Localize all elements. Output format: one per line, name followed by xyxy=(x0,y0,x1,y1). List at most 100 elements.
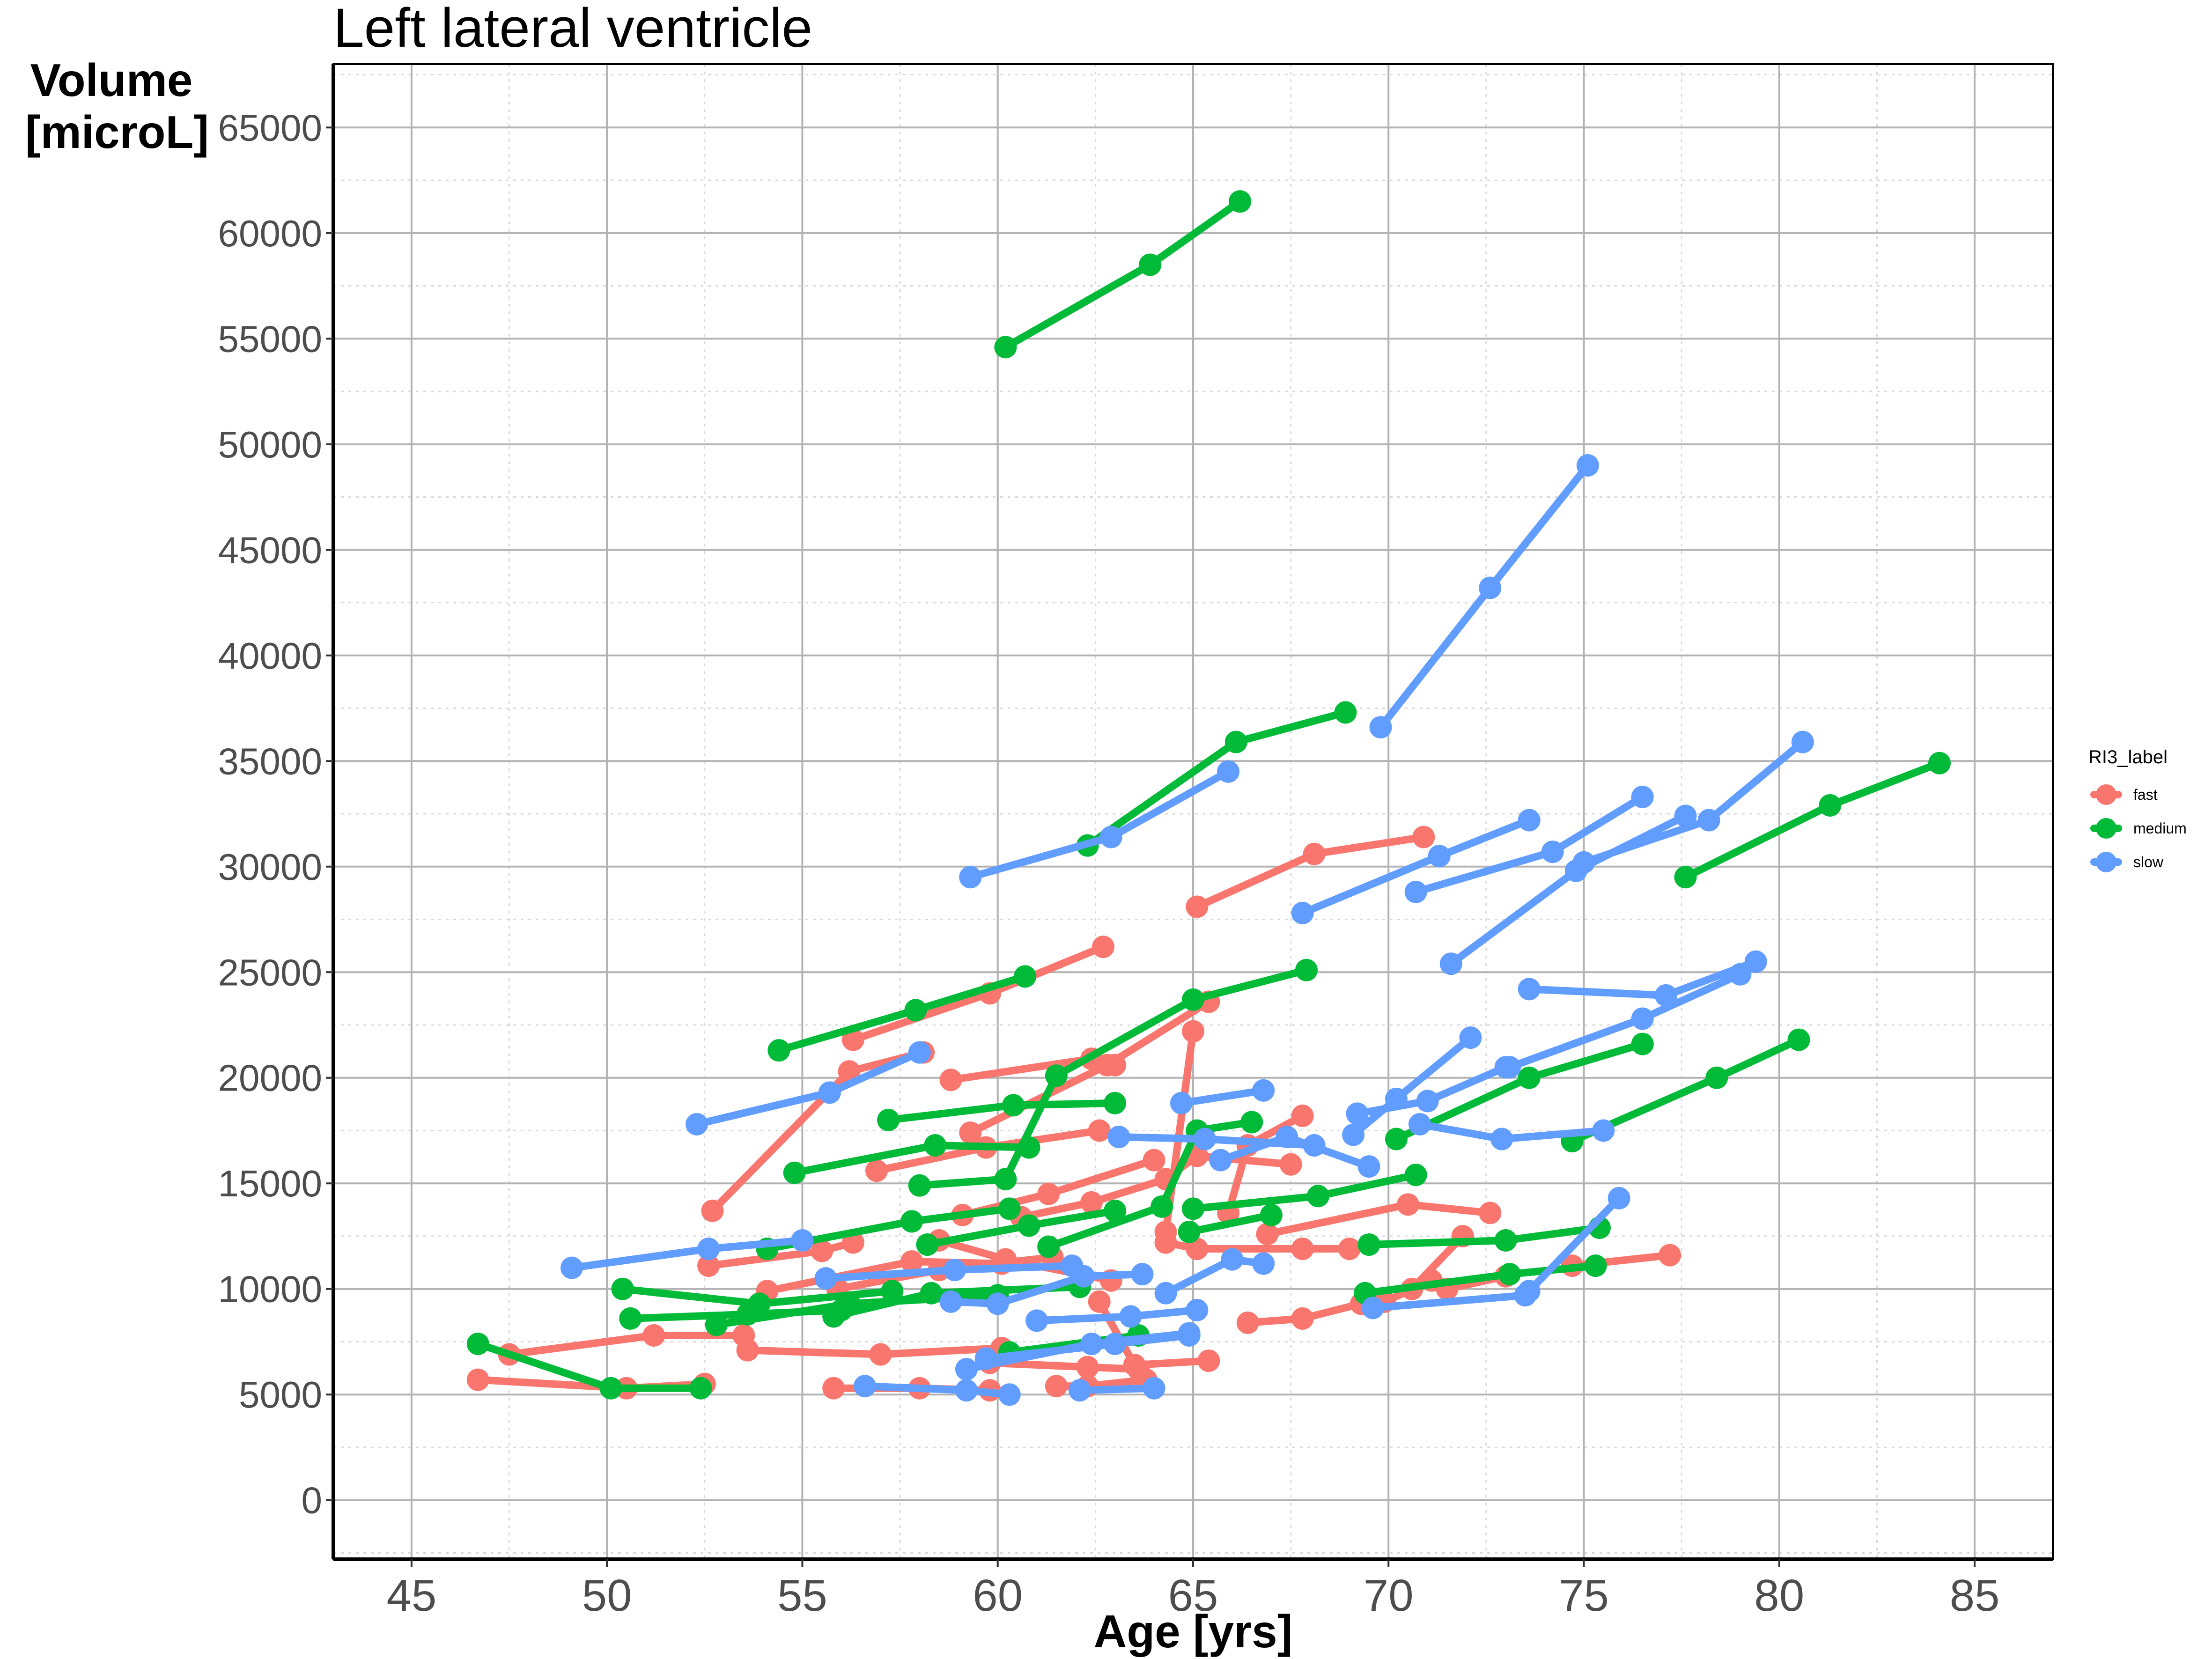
y-tick-label: 30000 xyxy=(218,846,322,888)
data-point xyxy=(1104,1199,1127,1222)
data-point xyxy=(1014,965,1037,988)
data-point xyxy=(1107,1126,1130,1149)
data-point xyxy=(994,336,1017,359)
data-point xyxy=(1307,1185,1330,1208)
data-point xyxy=(916,1233,939,1256)
x-tick-label: 55 xyxy=(777,1571,827,1621)
series-slow-49 xyxy=(560,1229,814,1279)
data-point xyxy=(466,1368,489,1391)
data-point xyxy=(767,1039,790,1062)
data-point xyxy=(1291,1307,1314,1330)
data-point xyxy=(1236,1311,1259,1334)
series-lines xyxy=(466,190,1951,1406)
data-point xyxy=(1045,1375,1068,1398)
data-point xyxy=(1104,1332,1127,1355)
series-slow-58 xyxy=(1068,1377,1165,1402)
data-point xyxy=(1576,454,1599,477)
data-point xyxy=(1072,1265,1095,1288)
data-point xyxy=(1385,1128,1408,1150)
data-point xyxy=(822,1305,845,1328)
data-point xyxy=(900,1250,923,1273)
data-point xyxy=(1631,1032,1654,1055)
data-point xyxy=(865,1159,888,1182)
data-point xyxy=(998,1383,1021,1406)
y-tick-label: 65000 xyxy=(218,107,322,148)
data-point xyxy=(1408,1113,1431,1135)
series-medium-41 xyxy=(1076,701,1357,857)
series-slow-51 xyxy=(814,1254,1084,1290)
data-point xyxy=(1096,1054,1119,1077)
data-point xyxy=(1592,1119,1615,1142)
data-point xyxy=(841,1028,864,1051)
series-slow-57 xyxy=(1025,1298,1209,1332)
series-slow-65 xyxy=(1342,1026,1482,1146)
data-point xyxy=(1143,1149,1165,1172)
data-point xyxy=(994,1168,1017,1191)
data-point xyxy=(1369,716,1392,739)
data-point xyxy=(1397,1193,1419,1216)
data-point xyxy=(1209,1149,1232,1172)
y-tick-label: 0 xyxy=(302,1480,323,1521)
data-point xyxy=(1256,1223,1279,1246)
x-tick-label: 80 xyxy=(1754,1571,1804,1621)
legend-title: RI3_label xyxy=(2088,747,2168,767)
data-point xyxy=(1252,1252,1275,1275)
data-point xyxy=(939,1069,962,1091)
x-tick-label: 70 xyxy=(1364,1571,1414,1621)
data-point xyxy=(1631,1007,1654,1030)
data-point xyxy=(1541,841,1564,863)
series-slow-63 xyxy=(1291,809,1541,924)
data-point xyxy=(1334,701,1357,724)
data-point xyxy=(959,866,982,889)
data-point xyxy=(1295,959,1318,981)
y-tick-label: 35000 xyxy=(218,740,322,782)
data-point xyxy=(939,1290,962,1313)
series-medium-44 xyxy=(1354,1254,1607,1305)
data-point xyxy=(1518,809,1541,832)
data-point xyxy=(697,1238,720,1261)
series-medium-42 xyxy=(1178,1203,1283,1243)
data-point xyxy=(1584,1254,1607,1277)
data-point xyxy=(1224,730,1247,753)
data-point xyxy=(955,1379,978,1402)
legend-entry-slow: slow xyxy=(2090,852,2164,872)
data-point xyxy=(1404,880,1427,903)
series-slow-74 xyxy=(1572,730,1814,874)
data-point xyxy=(1018,1214,1040,1237)
data-point xyxy=(1150,1195,1173,1218)
data-point xyxy=(1490,1128,1513,1150)
tick-labels: 45 50 55 60 65 70 75 80 85 0 5000 10000 15000 20000 25… xyxy=(218,107,2000,1621)
series-line xyxy=(1076,1384,1158,1394)
data-point xyxy=(1194,1128,1217,1150)
x-tick-label: 50 xyxy=(582,1571,632,1621)
data-point xyxy=(920,1282,943,1305)
y-tick-label: 60000 xyxy=(218,213,322,254)
data-point xyxy=(1416,1090,1439,1113)
data-point xyxy=(1291,901,1314,924)
data-point xyxy=(1572,851,1595,874)
data-point xyxy=(1178,1220,1201,1243)
series-line xyxy=(1162,1239,1353,1253)
data-point xyxy=(689,1377,712,1400)
data-point xyxy=(869,1343,892,1366)
data-point xyxy=(1260,1203,1283,1226)
data-point xyxy=(959,1121,982,1144)
data-point xyxy=(1291,1238,1314,1261)
series-medium-37 xyxy=(908,959,1318,1197)
series-medium-32 xyxy=(767,965,1037,1062)
data-point xyxy=(1674,804,1697,827)
data-point xyxy=(1229,190,1252,213)
x-tick-label: 60 xyxy=(973,1571,1023,1621)
data-point xyxy=(1659,1244,1681,1267)
data-point xyxy=(1088,1119,1111,1142)
data-point xyxy=(466,1332,489,1355)
data-point xyxy=(1428,845,1451,868)
data-point xyxy=(642,1324,665,1347)
data-point xyxy=(1357,1155,1380,1178)
series-slow-55 xyxy=(959,760,1240,889)
data-point xyxy=(1186,1298,1209,1321)
series-medium-27 xyxy=(466,1332,712,1400)
data-point xyxy=(1607,1187,1630,1209)
data-point xyxy=(701,1199,724,1222)
y-tick-label: 20000 xyxy=(218,1057,322,1099)
